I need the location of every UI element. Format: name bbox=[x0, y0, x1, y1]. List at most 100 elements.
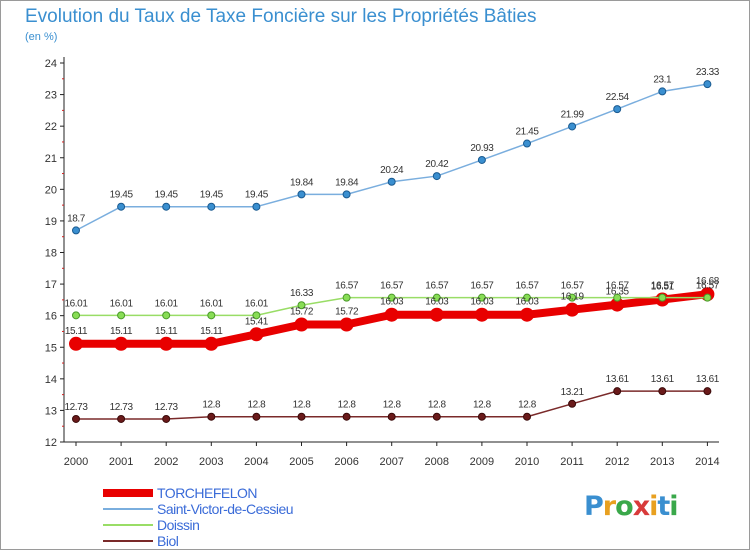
y-tick-label: 24 bbox=[45, 58, 57, 70]
x-tick-label: 2009 bbox=[470, 456, 494, 468]
data-label-doissin: 16.01 bbox=[200, 298, 224, 309]
data-point-doissin bbox=[658, 293, 667, 302]
data-label-torchefelon: 15.11 bbox=[155, 326, 178, 337]
data-label-biol: 12.8 bbox=[247, 400, 266, 411]
data-point-doissin bbox=[72, 311, 80, 320]
data-label-torchefelon: 16.03 bbox=[425, 297, 449, 308]
x-tick-label: 2014 bbox=[695, 456, 719, 468]
data-label-saint-victor-de-cessieu: 22.54 bbox=[606, 92, 630, 103]
data-point-saint-victor-de-cessieu bbox=[477, 155, 486, 164]
data-point-doissin bbox=[117, 311, 126, 320]
data-label-biol: 12.8 bbox=[293, 400, 312, 411]
data-point-torchefelon bbox=[384, 307, 399, 322]
data-label-saint-victor-de-cessieu: 19.45 bbox=[245, 190, 269, 201]
data-point-biol bbox=[252, 412, 261, 421]
data-point-doissin bbox=[523, 293, 531, 302]
logo-letter: i bbox=[649, 491, 658, 522]
data-label-doissin: 16.01 bbox=[110, 298, 134, 309]
data-label-saint-victor-de-cessieu: 21.45 bbox=[515, 127, 539, 138]
y-tick-label: 17 bbox=[45, 279, 57, 291]
data-point-saint-victor-de-cessieu bbox=[207, 202, 216, 211]
data-label-saint-victor-de-cessieu: 19.45 bbox=[110, 190, 134, 201]
data-point-doissin bbox=[613, 293, 622, 302]
data-point-torchefelon bbox=[339, 317, 354, 332]
data-point-doissin bbox=[477, 293, 486, 302]
y-tick-label: 12 bbox=[45, 437, 57, 449]
data-label-doissin: 16.57 bbox=[561, 281, 585, 292]
data-point-biol bbox=[613, 387, 622, 396]
data-label-doissin: 16.01 bbox=[155, 298, 179, 309]
data-point-doissin bbox=[207, 311, 216, 320]
data-label-saint-victor-de-cessieu: 21.99 bbox=[561, 109, 585, 120]
y-tick-label: 21 bbox=[45, 153, 57, 165]
data-label-torchefelon: 15.72 bbox=[335, 307, 359, 318]
data-point-torchefelon bbox=[474, 307, 489, 322]
data-label-doissin: 16.01 bbox=[245, 298, 269, 309]
data-label-doissin: 16.57 bbox=[335, 281, 359, 292]
data-label-torchefelon: 15.11 bbox=[110, 326, 133, 337]
data-label-torchefelon: 15.11 bbox=[65, 326, 88, 337]
data-point-torchefelon bbox=[69, 336, 83, 351]
data-label-torchefelon: 15.41 bbox=[245, 316, 269, 327]
data-label-saint-victor-de-cessieu: 19.45 bbox=[155, 190, 179, 201]
x-tick-label: 2012 bbox=[605, 456, 629, 468]
y-tick-label: 22 bbox=[45, 121, 57, 133]
chart-title: Evolution du Taux de Taxe Foncière sur l… bbox=[25, 6, 537, 27]
data-label-torchefelon: 16.51 bbox=[651, 282, 675, 293]
data-label-doissin: 16.57 bbox=[470, 281, 494, 292]
data-label-saint-victor-de-cessieu: 20.24 bbox=[380, 165, 404, 176]
legend-label: TORCHEFELON bbox=[157, 485, 258, 501]
legend-swatch bbox=[103, 524, 153, 526]
data-point-doissin bbox=[297, 301, 306, 310]
data-label-doissin: 16.57 bbox=[425, 281, 449, 292]
data-label-torchefelon: 16.03 bbox=[470, 297, 494, 308]
legend-label: Doissin bbox=[157, 517, 200, 533]
data-label-biol: 12.8 bbox=[473, 400, 492, 411]
data-label-doissin: 16.01 bbox=[64, 298, 88, 309]
logo-letter: o bbox=[615, 491, 634, 522]
data-label-biol: 13.61 bbox=[606, 374, 630, 385]
data-label-biol: 12.73 bbox=[110, 402, 134, 413]
x-tick-label: 2013 bbox=[650, 456, 674, 468]
logo-letter: t bbox=[657, 491, 670, 522]
legend-label: Biol bbox=[157, 533, 179, 549]
data-point-saint-victor-de-cessieu bbox=[117, 202, 126, 211]
data-point-biol bbox=[387, 412, 396, 421]
data-label-biol: 12.8 bbox=[428, 400, 447, 411]
x-tick-label: 2008 bbox=[425, 456, 449, 468]
data-point-torchefelon bbox=[159, 336, 174, 351]
data-point-saint-victor-de-cessieu bbox=[613, 105, 622, 114]
data-point-torchefelon bbox=[204, 336, 219, 351]
data-point-doissin bbox=[568, 293, 577, 302]
data-label-saint-victor-de-cessieu: 23.33 bbox=[696, 67, 720, 78]
data-point-saint-victor-de-cessieu bbox=[568, 122, 577, 131]
data-point-biol bbox=[477, 412, 486, 421]
data-point-torchefelon bbox=[429, 307, 444, 322]
data-point-saint-victor-de-cessieu bbox=[162, 202, 171, 211]
logo-letter: i bbox=[669, 491, 678, 522]
x-tick-label: 2005 bbox=[289, 456, 313, 468]
data-point-doissin bbox=[432, 293, 441, 302]
x-tick-label: 2010 bbox=[515, 456, 539, 468]
data-point-torchefelon bbox=[294, 317, 309, 332]
data-point-doissin bbox=[342, 293, 351, 302]
data-label-biol: 12.8 bbox=[518, 400, 537, 411]
data-label-saint-victor-de-cessieu: 18.7 bbox=[67, 213, 86, 224]
data-point-biol bbox=[523, 412, 531, 421]
data-point-torchefelon bbox=[114, 336, 129, 351]
y-tick-label: 20 bbox=[45, 184, 57, 196]
x-tick-label: 2004 bbox=[244, 456, 268, 468]
data-label-saint-victor-de-cessieu: 19.84 bbox=[290, 177, 314, 188]
data-label-biol: 13.61 bbox=[651, 374, 675, 385]
x-tick-label: 2011 bbox=[560, 456, 584, 468]
data-point-saint-victor-de-cessieu bbox=[252, 202, 261, 211]
data-label-biol: 13.21 bbox=[561, 387, 585, 398]
data-label-saint-victor-de-cessieu: 20.93 bbox=[470, 143, 494, 154]
data-point-biol bbox=[658, 387, 667, 396]
data-label-doissin: 16.57 bbox=[380, 281, 404, 292]
logo-letter: r bbox=[602, 491, 616, 522]
data-label-biol: 13.61 bbox=[696, 374, 720, 385]
data-point-saint-victor-de-cessieu bbox=[658, 87, 667, 96]
x-tick-label: 2006 bbox=[334, 456, 358, 468]
data-label-doissin: 16.57 bbox=[606, 281, 630, 292]
